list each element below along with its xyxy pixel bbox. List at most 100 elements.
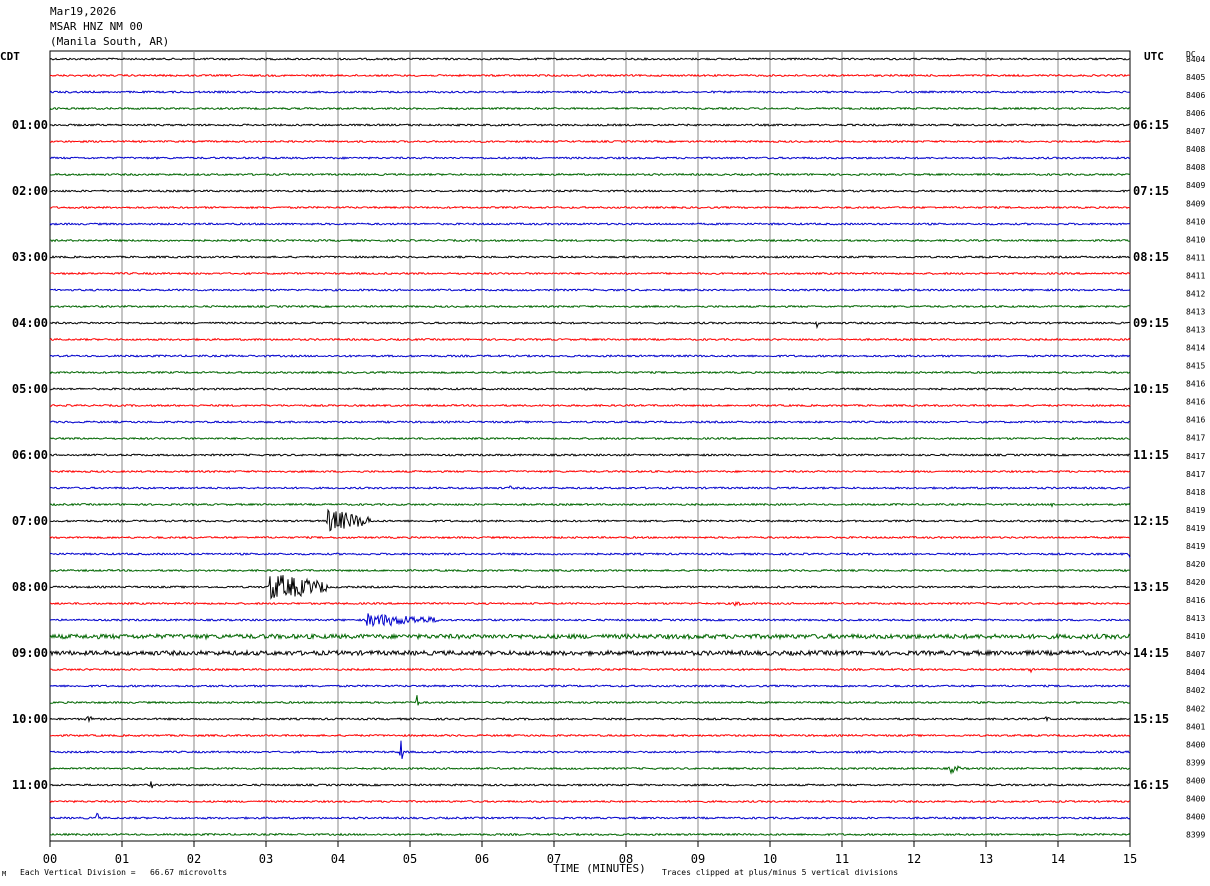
seismic-trace xyxy=(49,172,1131,177)
x-tick-label: 12 xyxy=(907,852,921,866)
left-hour-label: 07:00 xyxy=(12,514,48,528)
dc-header-label: DC xyxy=(1186,50,1196,59)
x-tick-label: 03 xyxy=(259,852,273,866)
right-hour-label: 08:15 xyxy=(1133,250,1169,264)
seismic-trace xyxy=(49,222,1131,226)
left-hour-label: 03:00 xyxy=(12,250,48,264)
plot-date: Mar19,2026 xyxy=(50,5,117,18)
seismic-trace xyxy=(49,764,1131,775)
seismic-trace xyxy=(49,601,1131,607)
dc-offset-value: 8411 xyxy=(1186,253,1205,262)
seismic-trace xyxy=(49,304,1131,309)
seismic-trace xyxy=(49,733,1131,738)
dc-offset-value: 8417 xyxy=(1186,470,1205,479)
dc-offset-value: 8406 xyxy=(1186,91,1205,100)
dc-offset-value: 8416 xyxy=(1186,398,1205,407)
dc-offset-value: 8402 xyxy=(1186,704,1205,713)
x-tick-label: 10 xyxy=(763,852,777,866)
seismic-trace xyxy=(49,575,1131,600)
station-code: MSAR HNZ NM 00 xyxy=(50,20,143,33)
dc-offset-value: 8405 xyxy=(1186,73,1205,82)
dc-offset-value: 8418 xyxy=(1186,488,1205,497)
left-hour-label: 01:00 xyxy=(12,118,48,132)
dc-offset-value: 8410 xyxy=(1186,217,1205,226)
x-tick-label: 01 xyxy=(115,852,129,866)
seismic-trace xyxy=(49,781,1131,789)
dc-offset-value: 8414 xyxy=(1186,344,1205,353)
seismic-trace xyxy=(49,370,1131,375)
dc-offset-value: 8406 xyxy=(1186,109,1205,118)
dc-offset-value: 8409 xyxy=(1186,199,1205,208)
dc-offset-value: 8417 xyxy=(1186,452,1205,461)
dc-offset-value: 8416 xyxy=(1186,380,1205,389)
seismic-trace xyxy=(49,649,1131,658)
seismic-trace xyxy=(49,552,1131,559)
left-hour-label: 04:00 xyxy=(12,316,48,330)
x-tick-label: 00 xyxy=(43,852,57,866)
seismic-trace xyxy=(49,73,1131,78)
seismic-trace xyxy=(49,632,1131,641)
dc-offset-value: 8410 xyxy=(1186,632,1205,641)
seismic-trace xyxy=(49,613,1131,628)
right-hour-label: 11:15 xyxy=(1133,448,1169,462)
left-hour-label: 02:00 xyxy=(12,184,48,198)
x-axis-title: TIME (MINUTES) xyxy=(553,862,646,875)
seismic-trace xyxy=(49,387,1131,391)
dc-offset-value: 8400 xyxy=(1186,812,1205,821)
right-hour-label: 16:15 xyxy=(1133,778,1169,792)
x-tick-label: 14 xyxy=(1051,852,1065,866)
scale-note: Each Vertical Division = 66.67 microvolt… xyxy=(20,868,228,877)
x-tick-label: 08 xyxy=(619,852,633,866)
dc-offset-value: 8416 xyxy=(1186,416,1205,425)
right-hour-label: 14:15 xyxy=(1133,646,1169,660)
right-hour-label: 09:15 xyxy=(1133,316,1169,330)
seismic-trace xyxy=(49,205,1131,210)
left-hour-label: 06:00 xyxy=(12,448,48,462)
dc-offset-value: 8399 xyxy=(1186,831,1205,840)
plot-frame xyxy=(49,50,1131,842)
seismic-trace xyxy=(49,469,1131,474)
x-tick-label: 04 xyxy=(331,852,345,866)
seismic-trace xyxy=(49,189,1130,193)
seismic-trace xyxy=(49,453,1131,457)
dc-offset-value: 8410 xyxy=(1186,235,1205,244)
dc-offset-value: 8404 xyxy=(1186,668,1205,677)
dc-offset-value: 8400 xyxy=(1186,794,1205,803)
dc-offset-value: 8402 xyxy=(1186,686,1205,695)
left-hour-label: 11:00 xyxy=(12,778,48,792)
left-hour-label: 05:00 xyxy=(12,382,48,396)
dc-offset-value: 8400 xyxy=(1186,776,1205,785)
seismic-trace xyxy=(49,288,1131,292)
seismic-trace xyxy=(49,715,1131,724)
seismic-trace xyxy=(49,684,1131,688)
seismic-trace xyxy=(49,156,1131,160)
seismic-trace xyxy=(49,568,1130,573)
x-tick-label: 15 xyxy=(1123,852,1137,866)
dc-offset-value: 8413 xyxy=(1186,326,1205,335)
seismic-trace xyxy=(49,90,1131,94)
seismic-trace xyxy=(49,695,1131,706)
seismic-trace xyxy=(49,238,1131,243)
dc-offset-value: 8399 xyxy=(1186,758,1205,767)
seismic-trace xyxy=(49,436,1131,441)
seismic-trace xyxy=(49,812,1131,820)
clip-note: Traces clipped at plus/minus 5 vertical … xyxy=(662,868,899,877)
dc-offset-value: 8419 xyxy=(1186,506,1205,515)
right-hour-label: 12:15 xyxy=(1133,514,1169,528)
seismic-trace xyxy=(49,123,1131,127)
seismic-trace xyxy=(49,139,1131,144)
seismic-trace xyxy=(49,740,1130,760)
seismic-trace xyxy=(49,403,1131,408)
x-tick-label: 13 xyxy=(979,852,993,866)
dc-offset-value: 8413 xyxy=(1186,307,1205,316)
dc-offset-value: 8419 xyxy=(1186,542,1205,551)
dc-offset-value: 8419 xyxy=(1186,524,1205,533)
dc-offset-value: 8411 xyxy=(1186,271,1205,280)
seismic-trace xyxy=(50,255,1131,259)
dc-offset-value: 8400 xyxy=(1186,740,1205,749)
dc-offset-value: 8420 xyxy=(1186,578,1205,587)
seismic-trace xyxy=(49,799,1131,804)
seismic-trace xyxy=(49,832,1131,837)
dc-offset-value: 8412 xyxy=(1186,289,1205,298)
left-hour-label: 10:00 xyxy=(12,712,48,726)
